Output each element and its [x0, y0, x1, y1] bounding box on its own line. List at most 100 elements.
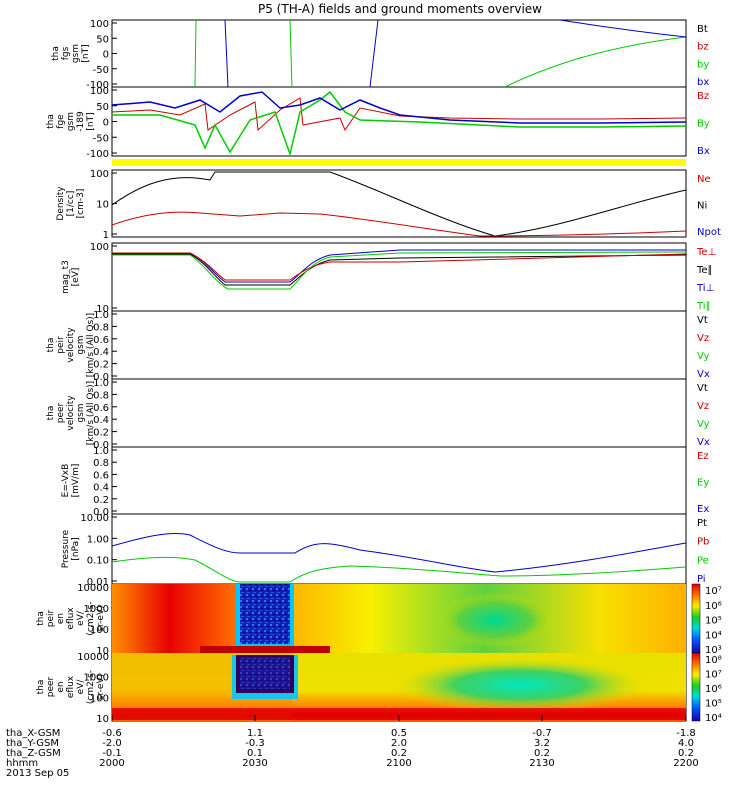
- temp-tipar-curve: [112, 251, 687, 290]
- density-ne-curve: [111, 211, 687, 237]
- ytick-label: 10: [96, 304, 109, 315]
- xaxis-value: 2130: [529, 758, 554, 769]
- xaxis-value: 4.0: [678, 738, 694, 749]
- ytick-label: 100: [90, 169, 109, 180]
- colorbar-tick: 10⁸: [705, 655, 722, 666]
- ylabel-line: [1/cc]: [66, 191, 76, 217]
- legend-Vx: Vx: [697, 437, 710, 448]
- ylabel-line: Pressure: [61, 529, 71, 568]
- ytick-label: 0.8: [93, 390, 109, 401]
- spectrogram-ion: [112, 584, 686, 653]
- ylabel-line: velocity: [66, 395, 76, 431]
- xaxis-value: 0.1: [247, 748, 263, 759]
- ytick-label: 10: [96, 646, 109, 657]
- legend-Vz: Vz: [697, 401, 709, 412]
- legend-By: By: [697, 119, 710, 130]
- xaxis-value: 2030: [242, 758, 267, 769]
- legend-Bt: Bt: [697, 24, 708, 35]
- fge-by-curve: [112, 90, 687, 157]
- ylabel-line: (cm2-s-: [86, 601, 96, 635]
- legend-bx: bx: [697, 77, 709, 88]
- panel-3-ylabel: Density [1/cc] [cm-3]: [56, 186, 86, 221]
- colorbar-tick: 10⁴: [705, 713, 722, 724]
- ytick-label: 0.6: [93, 403, 109, 414]
- legend-Vt: Vt: [697, 383, 708, 394]
- ytick-label: 0.0: [93, 440, 109, 451]
- xaxis-row-label: tha_Y-GSM: [6, 738, 59, 749]
- xaxis-value: -0.7: [532, 728, 552, 739]
- ylabel-line: [eV]: [71, 268, 81, 287]
- ytick-label: -50: [93, 133, 109, 144]
- panel-4-ylabel: mag_t3 [eV]: [61, 260, 81, 294]
- ytick-label: 100: [90, 625, 109, 636]
- colorbar-tick: 10⁵: [705, 616, 722, 627]
- legend-Ex: Ex: [697, 504, 709, 515]
- panel-frame-8: [111, 513, 687, 585]
- fgs-by-curve: [194, 20, 686, 87]
- legend-bz: bz: [697, 42, 709, 53]
- legend-Npot: Npot: [697, 227, 721, 238]
- legend-Ez: Ez: [697, 451, 709, 462]
- ytick-label: 0.01: [87, 577, 109, 588]
- ylabel-line: [km/s (All Qs)]: [86, 313, 96, 377]
- pressure-pi-curve: [111, 532, 687, 573]
- ylabel-line: tha: [46, 406, 56, 421]
- ylabel-line: tha: [36, 680, 46, 695]
- panel-1-curves: [194, 20, 686, 87]
- panel-3-curves: [111, 171, 687, 237]
- ylabel-line: [nT]: [86, 112, 96, 130]
- xaxis-value: 1.1: [247, 728, 263, 739]
- spectrogram-electron: [112, 653, 686, 721]
- xaxis-value: -0.3: [245, 738, 265, 749]
- ytick-label: 100: [90, 19, 109, 30]
- ytick-label: 0.0: [93, 507, 109, 518]
- ytick-label: 50: [96, 102, 109, 113]
- ylabel-line: [mV/m]: [71, 464, 81, 498]
- ylabel-line: en: [56, 613, 66, 624]
- ytick-label: 50: [96, 34, 109, 45]
- xaxis-row-label: tha_Z-GSM: [6, 748, 61, 759]
- ylabel-line: [cm-3]: [76, 189, 86, 219]
- ylabel-line: -189: [76, 111, 86, 132]
- ylabel-line: gsm: [71, 44, 81, 63]
- legend-Ti∥: Ti∥: [696, 301, 711, 312]
- ytick-label: 0.10: [87, 556, 109, 567]
- temp-teperp-curve: [112, 252, 687, 281]
- ytick-label: 10000: [77, 583, 109, 594]
- panel-frame-5: [111, 310, 687, 380]
- legend-Ne: Ne: [697, 174, 711, 185]
- ylabel-line: Density: [56, 186, 66, 221]
- colorbar-tick: 10⁶: [705, 601, 722, 612]
- legend-Te⊥: Te⊥: [696, 247, 716, 258]
- xaxis-value: -1.8: [676, 728, 696, 739]
- fgs-bx-curve: [224, 20, 686, 87]
- xaxis-value: 0.2: [534, 748, 550, 759]
- panel-4-curves: [112, 249, 687, 290]
- ylabel-line: fgs: [61, 46, 71, 60]
- xaxis-value: 2200: [673, 758, 698, 769]
- ytick-label: 0: [103, 50, 109, 61]
- xaxis-value: 0.2: [678, 748, 694, 759]
- ylabel-line: E=-VxB: [61, 464, 71, 498]
- ytick-label: 1: [103, 230, 109, 241]
- ytick-label: 0.8: [93, 322, 109, 333]
- ylabel-line: fge: [56, 114, 66, 129]
- xaxis-value: -0.1: [102, 748, 122, 759]
- ytick-label: 0.4: [93, 415, 109, 426]
- xaxis-value: 2100: [386, 758, 411, 769]
- panel-10-ylabel: tha peer en eflux eV/(cm2-s-sr-eV): [36, 670, 106, 704]
- colorbar-tick: 10⁶: [705, 684, 722, 695]
- ylabel-line: [km/s (All Qs)]: [86, 381, 96, 445]
- ylabel-line: velocity: [66, 327, 76, 363]
- legend-Ti⊥: Ti⊥: [696, 283, 714, 294]
- ylabel-line: peir: [56, 336, 66, 354]
- ytick-label: 10.00: [80, 513, 109, 524]
- panel-frame-3: [111, 169, 687, 238]
- panel-5-ylabel: tha peir velocity gsm [km/s (All Qs)]: [46, 313, 96, 377]
- colorbar-tick: 10⁷: [705, 586, 722, 597]
- temp-tepar-curve: [112, 253, 687, 286]
- ytick-label: 10: [96, 200, 109, 211]
- ytick-label: -100: [86, 80, 109, 91]
- panel-8-ylabel: Pressure [nPa]: [61, 529, 81, 568]
